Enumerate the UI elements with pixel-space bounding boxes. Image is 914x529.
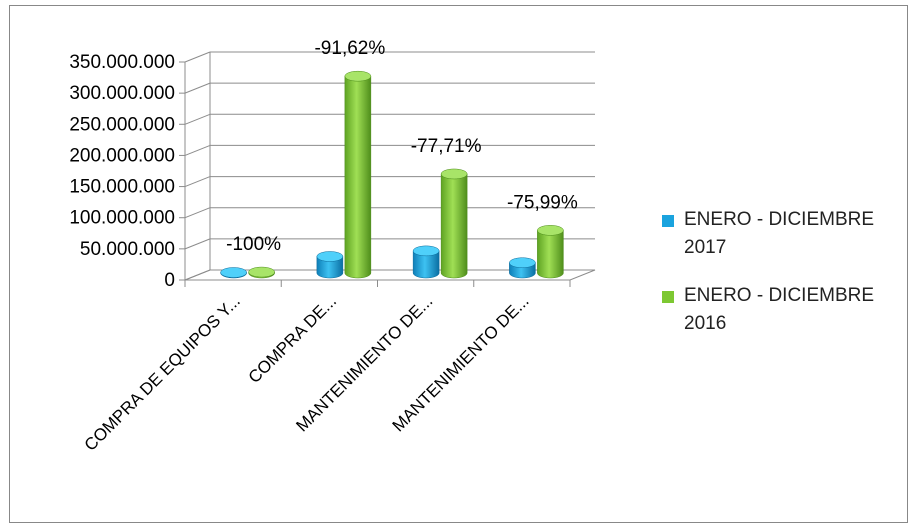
y-tick-label: 150.000.000 bbox=[69, 177, 175, 198]
bar bbox=[412, 245, 440, 279]
floor bbox=[184, 269, 596, 281]
gridline-side bbox=[184, 82, 211, 94]
y-tick-label: 200.000.000 bbox=[69, 145, 175, 166]
bars bbox=[220, 70, 564, 279]
legend-swatch-2016 bbox=[662, 291, 674, 303]
gridline-side bbox=[184, 207, 211, 219]
x-tick-label: COMPRA DE EQUIPOS Y... bbox=[81, 291, 244, 454]
legend-label-2016: ENERO - DICIEMBRE 2016 bbox=[684, 285, 875, 334]
legend-swatch-2017 bbox=[662, 215, 674, 227]
data-label: -75,99% bbox=[507, 192, 578, 213]
y-tick-label: 350.000.000 bbox=[69, 52, 175, 73]
y-tick-label: 50.000.000 bbox=[80, 239, 175, 260]
bar bbox=[509, 257, 536, 279]
legend-label-2017: ENERO - DICIEMBRE 2017 bbox=[684, 209, 875, 258]
legend-item-2016: ENERO - DICIEMBRE 2016 bbox=[662, 282, 902, 338]
bar bbox=[220, 267, 247, 279]
bar bbox=[316, 251, 344, 279]
gridline-side bbox=[184, 144, 211, 156]
gridline-side bbox=[184, 51, 211, 63]
data-label: -91,62% bbox=[314, 38, 385, 59]
legend: ENERO - DICIEMBRE 2017 ENERO - DICIEMBRE… bbox=[662, 206, 902, 358]
x-tick-label: COMPRA DE... bbox=[245, 291, 341, 387]
gridline-side bbox=[184, 113, 211, 125]
y-tick-label: 100.000.000 bbox=[69, 208, 175, 229]
gridline-side bbox=[184, 238, 211, 250]
bar bbox=[440, 168, 468, 279]
y-tick-label: 0 bbox=[164, 270, 175, 291]
axes: 0 50.000.000 100.000.000 150.000.000 200.000… bbox=[69, 52, 596, 291]
bar bbox=[344, 70, 372, 279]
bar bbox=[248, 266, 275, 279]
y-tick-label: 250.000.000 bbox=[69, 114, 175, 135]
bar bbox=[537, 225, 564, 279]
gridline-side bbox=[184, 176, 211, 188]
data-label: -77,71% bbox=[411, 136, 482, 157]
y-tick-label: 300.000.000 bbox=[69, 83, 175, 104]
data-label: -100% bbox=[226, 234, 281, 255]
legend-item-2017: ENERO - DICIEMBRE 2017 bbox=[662, 206, 902, 262]
